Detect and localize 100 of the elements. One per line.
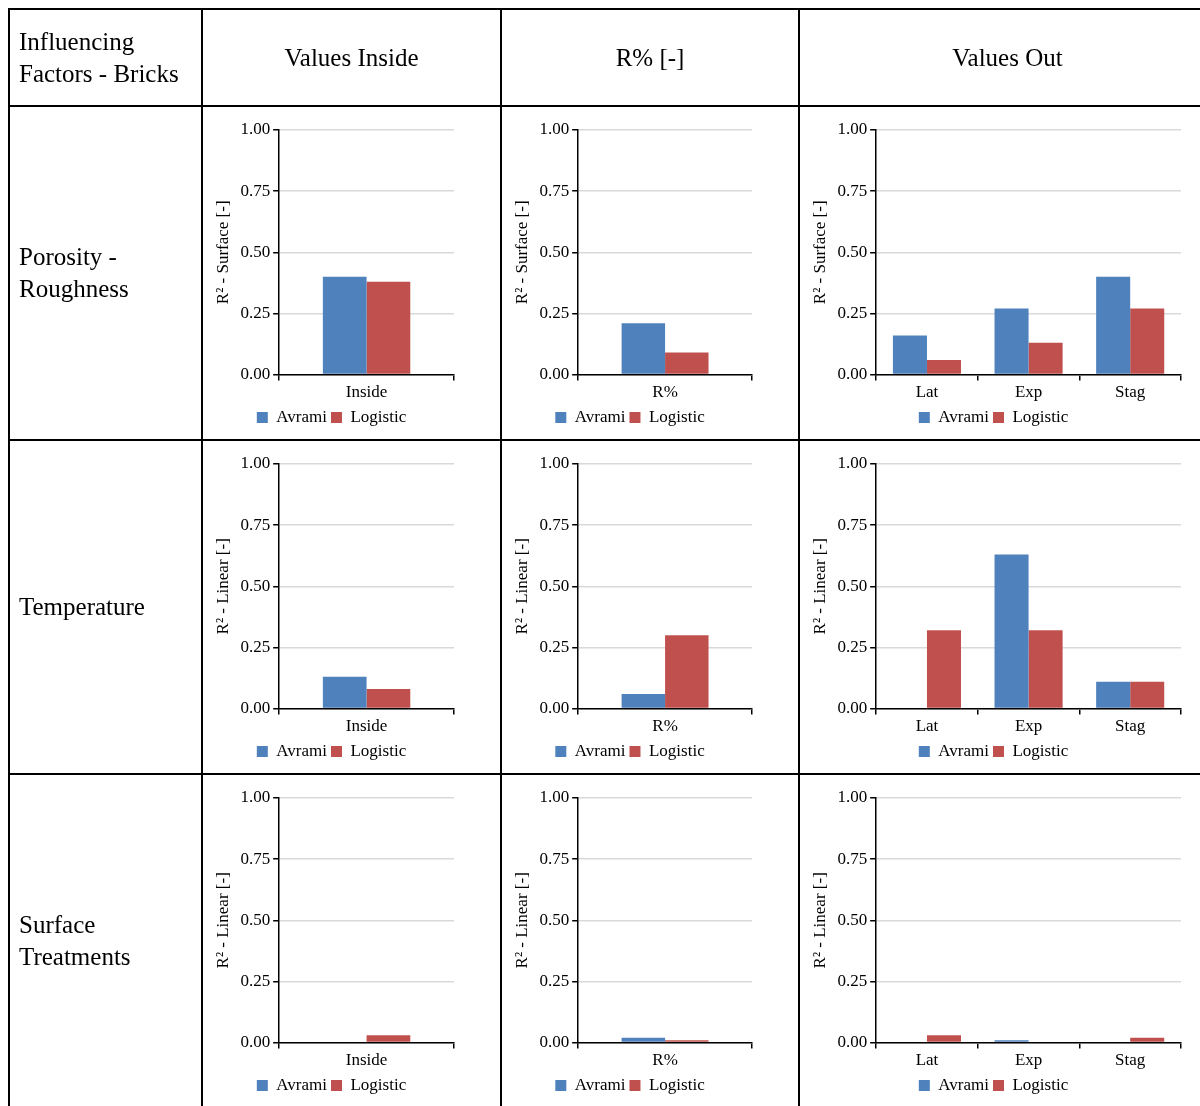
y-tick-label: 0.50 bbox=[539, 575, 570, 595]
y-tick-label: 0.00 bbox=[837, 698, 868, 718]
x-tick-label: Stag bbox=[1115, 1050, 1146, 1070]
legend-label: Avrami bbox=[276, 740, 328, 760]
bar bbox=[1130, 308, 1165, 374]
y-axis-title: R² - Surface [-] bbox=[511, 200, 531, 305]
legend-label: Logistic bbox=[1012, 406, 1069, 426]
legend-label: Logistic bbox=[1012, 740, 1069, 760]
y-tick-label: 0.00 bbox=[837, 364, 868, 384]
legend-label: Avrami bbox=[574, 740, 626, 760]
y-tick-label: 0.50 bbox=[837, 575, 868, 595]
y-tick-label: 0.75 bbox=[539, 180, 570, 200]
x-tick-label: Lat bbox=[915, 716, 939, 736]
y-tick-label: 0.25 bbox=[240, 302, 271, 322]
y-tick-label: 0.00 bbox=[539, 364, 570, 384]
x-tick-label: R% bbox=[652, 1050, 678, 1070]
x-tick-label: Lat bbox=[915, 382, 939, 402]
y-tick-label: 0.75 bbox=[240, 180, 271, 200]
y-tick-label: 0.25 bbox=[837, 302, 868, 322]
legend-label: Logistic bbox=[648, 406, 706, 426]
y-tick-label: 0.50 bbox=[539, 241, 570, 261]
legend-label: Logistic bbox=[350, 1074, 407, 1094]
y-tick-label: 0.75 bbox=[240, 514, 271, 534]
y-tick-label: 1.00 bbox=[240, 787, 271, 807]
y-tick-label: 0.75 bbox=[837, 514, 868, 534]
y-tick-label: 1.00 bbox=[539, 787, 570, 807]
legend-label: Logistic bbox=[648, 740, 706, 760]
bar bbox=[892, 335, 927, 374]
x-tick-label: Stag bbox=[1115, 382, 1146, 402]
bar bbox=[994, 308, 1029, 374]
y-tick-label: 1.00 bbox=[240, 453, 271, 473]
y-tick-label: 0.50 bbox=[837, 909, 868, 929]
legend-label: Logistic bbox=[648, 1074, 706, 1094]
x-tick-label: Exp bbox=[1014, 1050, 1043, 1070]
legend-label: Avrami bbox=[938, 740, 990, 760]
x-tick-label: Exp bbox=[1014, 382, 1043, 402]
y-axis-title: R² - Surface [-] bbox=[809, 200, 829, 305]
y-axis-title: R² - Linear [-] bbox=[511, 538, 531, 635]
legend-label: Avrami bbox=[938, 406, 990, 426]
y-tick-label: 0.25 bbox=[240, 636, 271, 656]
x-tick-label: Inside bbox=[345, 382, 388, 402]
y-tick-label: 1.00 bbox=[837, 787, 868, 807]
legend-label: Logistic bbox=[350, 406, 407, 426]
y-tick-label: 1.00 bbox=[539, 453, 570, 473]
bar bbox=[1028, 342, 1063, 374]
y-axis-title: R² - Surface [-] bbox=[212, 200, 232, 305]
bar bbox=[1096, 681, 1131, 708]
y-axis-title: R² - Linear [-] bbox=[809, 872, 829, 969]
y-tick-label: 0.50 bbox=[240, 909, 271, 929]
y-axis-title: R² - Linear [-] bbox=[212, 538, 232, 635]
legend-label: Avrami bbox=[574, 1074, 626, 1094]
y-tick-label: 0.75 bbox=[539, 848, 570, 868]
y-tick-label: 0.25 bbox=[837, 970, 868, 990]
bar bbox=[926, 359, 961, 374]
y-tick-label: 0.25 bbox=[837, 636, 868, 656]
bar bbox=[926, 630, 961, 708]
y-axis-title: R² - Linear [-] bbox=[809, 538, 829, 635]
x-tick-label: Inside bbox=[345, 1050, 388, 1070]
y-tick-label: 0.75 bbox=[837, 848, 868, 868]
y-tick-label: 0.00 bbox=[539, 698, 570, 718]
y-tick-label: 0.00 bbox=[240, 1032, 271, 1052]
y-tick-label: 0.25 bbox=[539, 302, 570, 322]
y-tick-label: 0.75 bbox=[539, 514, 570, 534]
bar bbox=[1130, 681, 1165, 708]
y-axis-title: R² - Linear [-] bbox=[212, 872, 232, 969]
y-tick-label: 0.25 bbox=[539, 636, 570, 656]
y-tick-label: 1.00 bbox=[837, 119, 868, 139]
text: R% [-] bbox=[501, 9, 799, 106]
x-tick-label: Stag bbox=[1115, 716, 1146, 736]
text: Values Inside bbox=[202, 9, 501, 106]
y-tick-label: 0.00 bbox=[240, 364, 271, 384]
text: Temperature bbox=[9, 440, 202, 774]
x-tick-label: R% bbox=[652, 716, 678, 736]
y-tick-label: 0.00 bbox=[539, 1032, 570, 1052]
legend-label: Avrami bbox=[276, 1074, 328, 1094]
y-tick-label: 0.00 bbox=[240, 698, 271, 718]
y-tick-label: 0.50 bbox=[240, 241, 271, 261]
y-tick-label: 0.50 bbox=[240, 575, 271, 595]
bar bbox=[1096, 276, 1131, 374]
legend-label: Avrami bbox=[574, 406, 626, 426]
y-tick-label: 0.25 bbox=[240, 970, 271, 990]
y-tick-label: 1.00 bbox=[240, 119, 271, 139]
text: Porosity - Roughness bbox=[9, 106, 202, 440]
legend-label: Avrami bbox=[276, 406, 328, 426]
x-tick-label: Lat bbox=[915, 1050, 939, 1070]
y-tick-label: 0.75 bbox=[240, 848, 271, 868]
bar bbox=[1028, 630, 1063, 708]
text: Influencing Factors - Bricks bbox=[9, 9, 202, 106]
legend-label: Logistic bbox=[350, 740, 407, 760]
legend-label: Logistic bbox=[1012, 1074, 1069, 1094]
y-tick-label: 0.50 bbox=[539, 909, 570, 929]
bar bbox=[994, 554, 1029, 708]
x-tick-label: Exp bbox=[1014, 716, 1043, 736]
y-tick-label: 0.00 bbox=[837, 1032, 868, 1052]
y-axis-title: R² - Linear [-] bbox=[511, 872, 531, 969]
legend-label: Avrami bbox=[938, 1074, 990, 1094]
y-tick-label: 1.00 bbox=[837, 453, 868, 473]
text: Surface Treatments bbox=[9, 774, 202, 1106]
x-tick-label: R% bbox=[652, 382, 678, 402]
y-tick-label: 0.75 bbox=[837, 180, 868, 200]
